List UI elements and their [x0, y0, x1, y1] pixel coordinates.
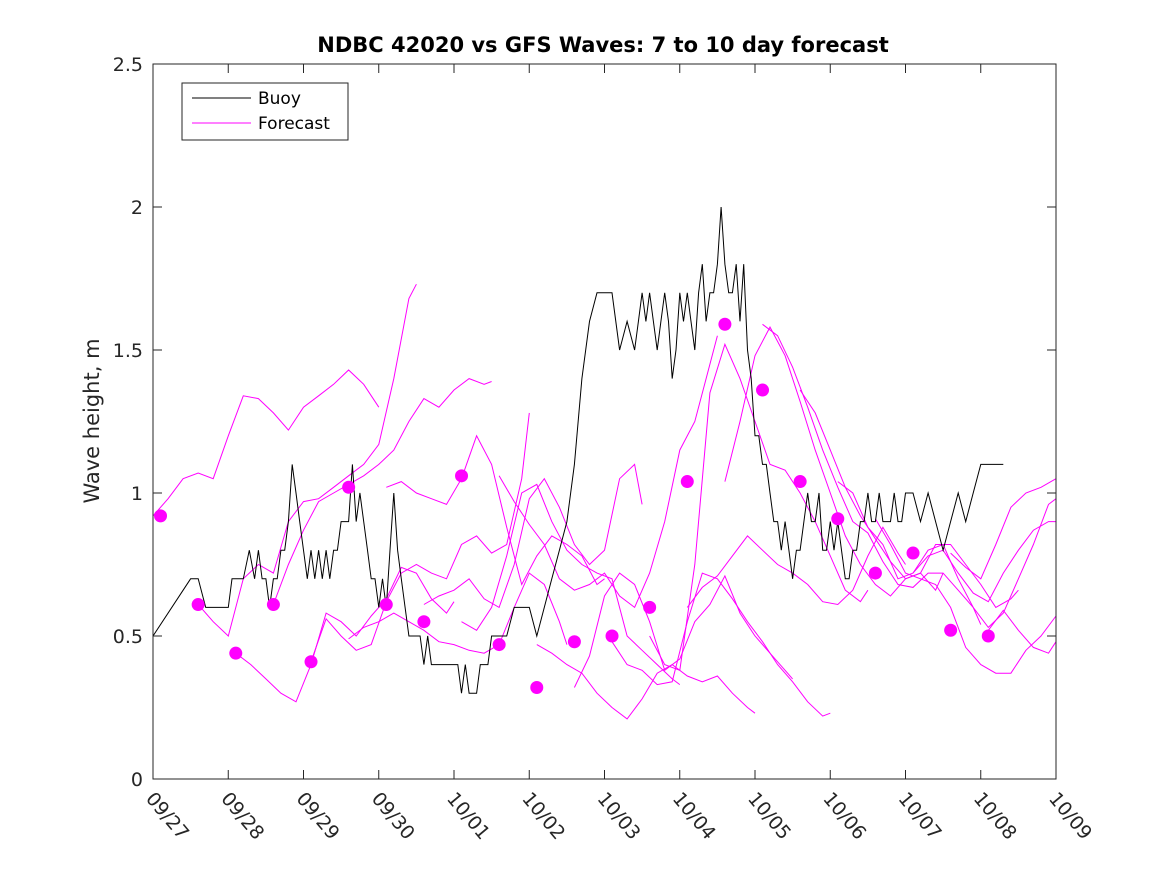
- y-tick-label: 1: [131, 483, 143, 505]
- forecast-line: [423, 463, 643, 609]
- forecast-line: [272, 378, 492, 605]
- forecast-point: [793, 475, 807, 489]
- forecast-point: [229, 646, 243, 660]
- forecast-line: [686, 526, 906, 608]
- y-tick-label: 1.5: [113, 340, 143, 362]
- forecast-line: [649, 342, 869, 671]
- forecast-point: [379, 598, 393, 612]
- forecast-point: [342, 480, 356, 494]
- forecast-point: [718, 317, 732, 331]
- legend-buoy-label: Buoy: [258, 89, 301, 109]
- forecast-line: [912, 521, 1056, 603]
- forecast-point: [944, 623, 958, 637]
- forecast-lines: [152, 283, 1057, 720]
- forecast-line: [762, 323, 982, 625]
- forecast-line: [950, 478, 1057, 580]
- forecast-point: [868, 566, 882, 580]
- forecast-line: [536, 644, 756, 720]
- y-axis: 0 0.5 1 1.5 2 2.5: [113, 54, 1056, 791]
- plot-area: [152, 63, 1057, 780]
- forecast-point: [567, 635, 581, 649]
- y-axis-label: Wave height, m: [80, 338, 104, 503]
- y-tick-label: 2.5: [113, 54, 143, 76]
- legend-box: [181, 82, 349, 141]
- forecast-line: [611, 572, 831, 717]
- forecast-line: [461, 483, 681, 685]
- legend: Buoy Forecast: [181, 82, 349, 141]
- forecast-line: [386, 434, 605, 586]
- forecast-line: [197, 283, 417, 637]
- forecast-line: [573, 572, 793, 688]
- forecast-point: [266, 598, 280, 612]
- forecast-point: [191, 598, 205, 612]
- y-tick-label: 0: [131, 769, 143, 791]
- forecast-line: [348, 572, 568, 654]
- y-tick-label: 0.5: [113, 626, 143, 648]
- forecast-line: [874, 518, 1057, 674]
- forecast-point: [455, 469, 469, 483]
- forecast-point: [154, 509, 168, 523]
- y-tick-label: 2: [131, 197, 143, 219]
- chart-title: NDBC 42020 vs GFS Waves: 7 to 10 day for…: [317, 33, 888, 57]
- forecast-point: [981, 629, 995, 643]
- legend-forecast-label: Forecast: [258, 114, 330, 134]
- forecast-point: [643, 600, 657, 614]
- forecast-point: [417, 615, 431, 629]
- forecast-point: [605, 629, 619, 643]
- forecast-point: [756, 383, 770, 397]
- forecast-point: [831, 512, 845, 526]
- buoy-line: [152, 206, 1004, 694]
- forecast-point: [492, 638, 506, 652]
- forecast-markers: [154, 317, 995, 694]
- forecast-line: [987, 609, 1057, 654]
- forecast-point: [304, 655, 318, 669]
- forecast-line: [152, 369, 380, 517]
- buoy-series: [152, 206, 1004, 694]
- axes-background: [153, 64, 1056, 779]
- forecast-point: [680, 475, 694, 489]
- forecast-line: [235, 566, 455, 703]
- forecast-line: [310, 412, 530, 662]
- forecast-point: [906, 546, 920, 560]
- forecast-point: [530, 680, 544, 694]
